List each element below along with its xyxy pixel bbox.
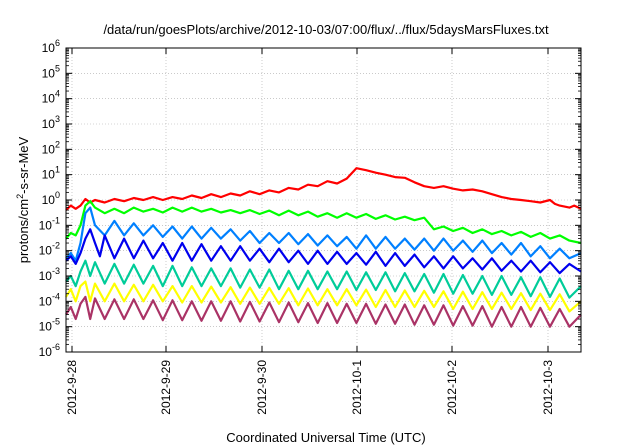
y-tick-label: 101 (42, 165, 60, 182)
series-line-1 (65, 167, 582, 211)
series-line-7 (65, 295, 582, 328)
y-tick-label: 10-4 (39, 291, 60, 308)
y-tick-label: 106 (42, 38, 60, 55)
y-axis-ticks: 10-6 10-5 10-4 10-3 10-2 10-1 100 101 102 103 104 1… (39, 38, 581, 359)
series-group (65, 167, 582, 328)
x-tick-label: 2012-9-28 (65, 360, 79, 415)
y-tick-label: 10-5 (39, 317, 60, 334)
x-axis-ticks: 2012-9-28 2012-9-29 2012-9-30 2012-10-1 2012… (65, 48, 555, 415)
y-tick-label: 10-3 (39, 266, 60, 283)
y-axis-label-sup: 2 (15, 194, 25, 199)
series-line-3 (65, 206, 582, 262)
y-tick-label: 102 (42, 139, 60, 156)
series-line-5 (65, 259, 582, 299)
y-tick-label: 104 (42, 89, 60, 106)
x-tick-label: 2012-10-3 (541, 360, 555, 415)
x-tick-label: 2012-9-30 (255, 360, 269, 415)
x-tick-label: 2012-9-29 (159, 360, 173, 415)
y-axis-label: protons/cm2-s-sr-MeV (15, 136, 31, 263)
y-axis-label-rest: -s-sr-MeV (16, 136, 31, 193)
x-tick-label: 2012-10-1 (350, 360, 364, 415)
y-tick-label: 103 (42, 114, 60, 131)
y-tick-label: 10-6 (39, 342, 60, 359)
y-tick-label: 10-2 (39, 241, 60, 258)
x-axis-label: Coordinated Universal Time (UTC) (226, 430, 425, 445)
series-line-6 (65, 280, 582, 313)
y-tick-label: 105 (42, 63, 60, 80)
series-line-2 (65, 200, 582, 245)
series-line-4 (65, 228, 582, 275)
y-axis-label-base: protons/cm (16, 199, 31, 263)
y-tick-label: 10-1 (39, 215, 60, 232)
y-tick-label: 100 (42, 190, 60, 207)
chart-title: /data/run/goesPlots/archive/2012-10-03/0… (103, 22, 549, 37)
x-tick-label: 2012-10-2 (445, 360, 459, 415)
